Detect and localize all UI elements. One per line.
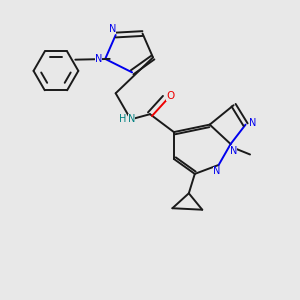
Text: H: H — [119, 114, 126, 124]
Text: N: N — [230, 146, 237, 156]
Text: N: N — [95, 54, 102, 64]
Text: N: N — [128, 114, 135, 124]
Text: N: N — [109, 24, 116, 34]
Text: N: N — [249, 118, 257, 128]
Text: O: O — [166, 91, 174, 101]
Text: N: N — [213, 167, 220, 176]
